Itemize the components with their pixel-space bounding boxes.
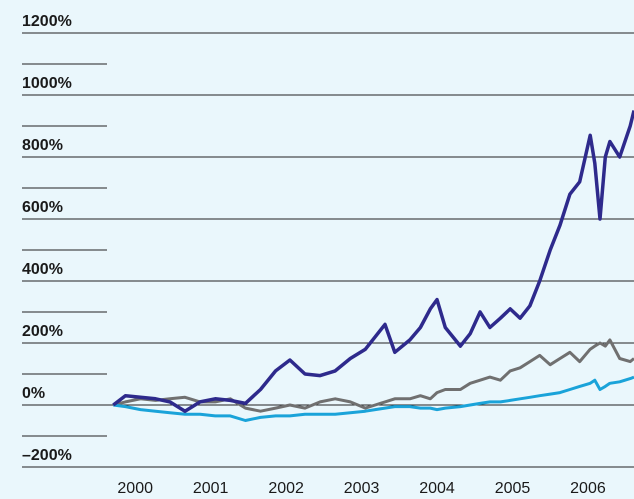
- x-tick-label: 2005: [495, 480, 531, 497]
- y-tick-label: 800%: [22, 137, 63, 154]
- y-tick-label: –200%: [22, 447, 72, 464]
- series-line: [113, 375, 634, 422]
- y-tick-label: 1200%: [22, 13, 72, 30]
- series-line: [112, 110, 634, 413]
- y-tick-label: 600%: [22, 199, 63, 216]
- y-tick-label: 400%: [22, 261, 63, 278]
- y-tick-label: 0%: [22, 385, 45, 402]
- series-line: [112, 338, 634, 413]
- x-tick-label: 2004: [419, 480, 455, 497]
- y-tick-label: 200%: [22, 323, 63, 340]
- x-tick-label: 2006: [570, 480, 606, 497]
- x-tick-label: 2000: [117, 480, 153, 497]
- x-tick-label: 2001: [193, 480, 229, 497]
- x-tick-label: 2003: [344, 480, 380, 497]
- x-tick-label: 2002: [268, 480, 304, 497]
- y-tick-label: 1000%: [22, 75, 72, 92]
